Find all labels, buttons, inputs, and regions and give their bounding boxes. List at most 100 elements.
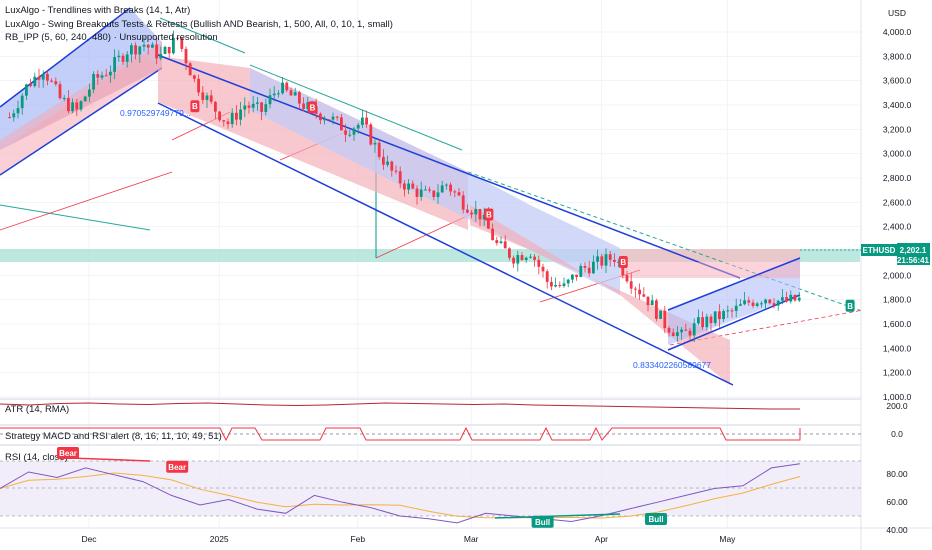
currency-label[interactable]: USD	[888, 8, 906, 18]
price-tick: 3,400.0	[883, 100, 912, 110]
candle-body	[772, 303, 776, 306]
candle-body	[319, 113, 322, 121]
candle-body	[524, 257, 528, 261]
rsi-label[interactable]: RSI (14, close)	[5, 452, 68, 463]
channel-main-line-top	[157, 54, 741, 279]
candle-body	[369, 124, 373, 145]
candle-body	[50, 80, 53, 82]
trendline-red-1	[0, 171, 173, 231]
fib-lower-label: 0.833402260589677	[633, 360, 711, 370]
candle-body	[579, 265, 583, 277]
candle-body	[398, 171, 402, 184]
candle-body	[251, 103, 255, 108]
date-label: Apr	[595, 534, 608, 544]
candle-body	[634, 288, 637, 290]
signal-tags: B B B B B	[190, 100, 855, 312]
candle-body	[184, 48, 188, 64]
date-label: Mar	[464, 534, 479, 544]
candle-body	[718, 311, 721, 320]
candle-body	[407, 183, 410, 190]
candle-body	[75, 102, 79, 110]
candle-body	[394, 170, 398, 172]
strategy-label[interactable]: Strategy MACD and RSI alert (8, 16, 11, …	[5, 431, 222, 442]
candle-body	[46, 74, 49, 81]
candle-body	[424, 189, 427, 191]
candle-body	[41, 74, 45, 80]
candle-body	[709, 316, 713, 324]
atr-label[interactable]: ATR (14, RMA)	[5, 404, 69, 415]
indicator-label-rbipp[interactable]: RB_IPP (5, 60, 240, 480) · Unsupported r…	[5, 32, 218, 43]
candle-body	[562, 283, 566, 287]
candle-body	[797, 297, 801, 301]
candle-body	[197, 78, 200, 93]
candle-body	[558, 285, 562, 287]
candle-body	[701, 317, 704, 328]
atr-line	[0, 402, 800, 410]
price-tick: 2,800.0	[883, 173, 912, 183]
candle-body	[260, 102, 263, 112]
candle-body	[356, 124, 360, 129]
candle-body	[340, 117, 343, 131]
symbol-tag: ETHUSD	[863, 246, 896, 255]
candle-body	[764, 299, 767, 304]
candle-body	[146, 44, 150, 48]
candle-body	[638, 289, 641, 295]
candle-body	[428, 189, 431, 191]
price-tick: 2,600.0	[883, 197, 912, 207]
channel-recent-line-top	[667, 257, 801, 311]
candle-body	[533, 256, 536, 260]
signal-tag: B	[486, 211, 492, 220]
rsi-tag: Bull	[535, 518, 550, 527]
price-axis[interactable]	[861, 0, 932, 550]
candle-body	[247, 105, 251, 108]
candle-body	[453, 191, 457, 193]
rsi-tick-40: 40.00	[886, 525, 908, 535]
price-tick: 1,200.0	[883, 368, 912, 378]
signal-tag: B	[192, 102, 198, 111]
candle-body	[512, 257, 515, 264]
candle-body	[600, 256, 604, 266]
candle-body	[747, 300, 751, 303]
trendline-teal-2	[159, 17, 246, 54]
candle-body	[193, 75, 196, 79]
candle-body	[415, 188, 419, 197]
atr-tick-0: 0.0	[891, 429, 903, 439]
candle-body	[239, 109, 242, 120]
candle-body	[142, 44, 146, 47]
rsi-tag-bg	[531, 515, 554, 528]
candle-body	[373, 142, 377, 145]
candle-body	[743, 300, 746, 305]
candle-body	[436, 192, 440, 197]
candle-body	[671, 332, 675, 337]
candle-body	[776, 300, 780, 306]
rsi-bear-divergence	[69, 457, 151, 462]
candle-body	[541, 266, 545, 272]
price-tick: 2,000.0	[883, 270, 912, 280]
candle-body	[201, 92, 205, 101]
candle-body	[348, 134, 352, 136]
candle-body	[138, 46, 142, 55]
candle-body	[722, 311, 725, 320]
candle-body	[629, 281, 633, 289]
signal-tag-bg	[484, 208, 494, 221]
candle-body	[713, 311, 717, 324]
candle-body	[516, 255, 520, 264]
candle-body	[125, 54, 129, 62]
candle-body	[205, 95, 209, 101]
indicator-label-trendlines[interactable]: LuxAlgo - Trendlines with Breaks (14, 1,…	[5, 5, 190, 16]
signal-tag: B	[847, 302, 853, 311]
signal-tag-bg	[618, 255, 628, 268]
candle-body	[449, 184, 452, 192]
candle-body	[163, 46, 167, 54]
candle-body	[264, 104, 268, 112]
strategy-signal-line	[0, 426, 801, 442]
candle-body	[411, 183, 415, 189]
candle-body	[117, 55, 121, 58]
candle-body	[289, 90, 293, 96]
candle-body	[327, 119, 331, 121]
channel-main-red	[158, 56, 468, 230]
candle-body	[705, 316, 709, 328]
price-tick: 2,400.0	[883, 222, 912, 232]
indicator-label-swing[interactable]: LuxAlgo - Swing Breakouts Tests & Retest…	[5, 19, 393, 30]
